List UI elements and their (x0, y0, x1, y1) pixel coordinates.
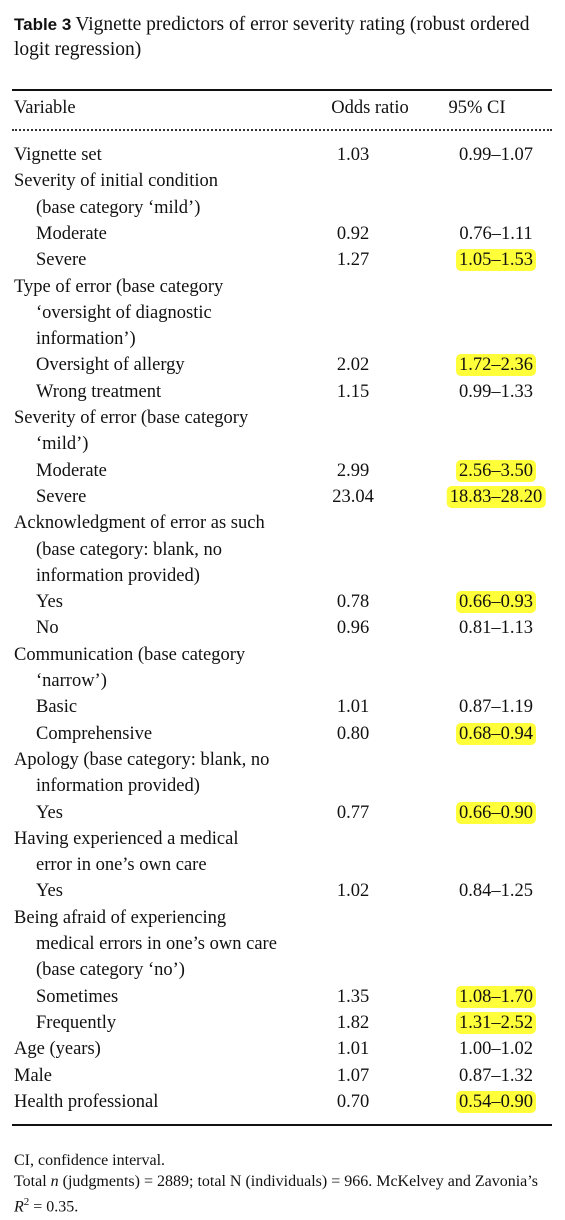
odds-ratio: 1.01 (336, 1039, 370, 1060)
footnote-text: n (50, 1173, 59, 1190)
row-label: Age (years) (14, 1039, 101, 1060)
row-label: Yes (36, 802, 63, 823)
confidence-interval: 0.84–1.25 (459, 881, 533, 902)
odds-ratio: 1.07 (336, 1065, 370, 1086)
row-label: Health professional (14, 1091, 159, 1112)
row-label: Moderate (36, 223, 107, 244)
column-header: Variable (14, 98, 76, 118)
row-label: Oversight of allergy (36, 355, 185, 376)
footnote-text: (judgments) = 2889; total N (individuals… (58, 1173, 538, 1190)
row-label: Yes (36, 881, 63, 902)
footnote-text: CI, confidence interval. (14, 1152, 166, 1169)
odds-ratio: 0.92 (336, 223, 370, 244)
row-label: Having experienced a medical (14, 828, 239, 849)
odds-ratio: 23.04 (332, 486, 374, 507)
row-label: Type of error (base category (14, 276, 224, 297)
column-header: Odds ratio (331, 98, 409, 118)
confidence-interval: 0.66–0.93 (456, 591, 536, 614)
row-label: information provided) (36, 776, 200, 797)
footnote-text: Total (14, 1173, 51, 1190)
top-rule (12, 89, 552, 91)
row-label: Male (14, 1065, 53, 1086)
row-label: (base category ‘mild’) (36, 197, 201, 218)
confidence-interval: 18.83–28.20 (446, 485, 546, 508)
row-label: Severity of initial condition (14, 171, 218, 192)
row-label: Vignette set (14, 145, 102, 165)
footnote: CI, confidence interval. (14, 1150, 554, 1171)
confidence-interval: 0.99–1.33 (459, 381, 533, 402)
footnote-text: 2 (23, 1196, 30, 1208)
row-label: Severe (36, 250, 87, 271)
row-label: ‘narrow’) (36, 671, 107, 691)
row-label: Moderate (36, 460, 107, 481)
row-label: error in one’s own care (36, 855, 207, 876)
odds-ratio: 1.27 (336, 250, 370, 271)
header-rule (12, 129, 552, 131)
row-label: Being afraid of experiencing (14, 907, 227, 928)
row-label: Frequently (36, 1012, 117, 1033)
odds-ratio: 1.03 (336, 145, 370, 165)
row-label: information provided) (36, 565, 200, 586)
row-label: Communication (base category (14, 644, 246, 665)
row-label: Sometimes (36, 986, 119, 1007)
odds-ratio: 1.02 (336, 881, 370, 902)
odds-ratio: 1.82 (336, 1012, 370, 1033)
confidence-interval: 0.76–1.11 (459, 223, 533, 244)
confidence-interval: 0.81–1.13 (459, 618, 533, 639)
row-label: Comprehensive (36, 723, 153, 744)
confidence-interval: 0.87–1.32 (459, 1065, 533, 1086)
title-text: Vignette predictors of error severity ra… (14, 14, 530, 60)
row-label: Yes (36, 592, 63, 613)
column-header: 95% CI (448, 98, 506, 118)
odds-ratio: 1.01 (336, 697, 370, 718)
row-label: Basic (36, 697, 78, 718)
row-label: information’) (36, 329, 136, 350)
row-label: medical errors in one’s own care (36, 934, 277, 954)
odds-ratio: 0.77 (336, 802, 370, 823)
confidence-interval: 2.56–3.50 (456, 459, 536, 482)
footnote-text: = 0.35. (29, 1198, 79, 1216)
odds-ratio: 0.96 (336, 618, 370, 639)
row-label: ‘mild’) (36, 434, 89, 455)
row-label: (base category ‘no’) (36, 960, 185, 981)
confidence-interval: 0.54–0.90 (456, 1090, 536, 1113)
confidence-interval: 1.05–1.53 (456, 249, 536, 272)
confidence-interval: 1.08–1.70 (456, 985, 536, 1008)
odds-ratio: 0.80 (336, 723, 370, 744)
footnote-text: R (14, 1198, 24, 1216)
row-label: Acknowledgment of error as such (14, 513, 265, 534)
table-title: Table 3 Vignette predictors of error seve… (14, 12, 559, 62)
bottom-rule (12, 1124, 552, 1126)
confidence-interval: 1.31–2.52 (456, 1011, 536, 1034)
odds-ratio: 1.35 (336, 986, 370, 1007)
row-label: (base category: blank, no (36, 539, 222, 560)
footnote: Total n (judgments) = 2889; total N (ind… (14, 1171, 554, 1217)
table-label: Table 3 (14, 15, 72, 34)
confidence-interval: 0.66–0.90 (456, 801, 536, 824)
confidence-interval: 0.99–1.07 (459, 145, 533, 165)
row-label: No (36, 618, 59, 639)
row-label: ‘oversight of diagnostic (36, 302, 212, 323)
confidence-interval: 1.72–2.36 (456, 354, 536, 377)
odds-ratio: 2.99 (336, 460, 370, 481)
row-label: Severity of error (base category (14, 408, 249, 428)
confidence-interval: 0.87–1.19 (459, 697, 533, 718)
footnotes: CI, confidence interval. Total n (judgmen… (14, 1150, 554, 1217)
row-label: Apology (base category: blank, no (14, 749, 270, 770)
odds-ratio: 0.78 (336, 592, 370, 613)
row-label: Severe (36, 486, 87, 507)
odds-ratio: 0.70 (336, 1091, 370, 1112)
confidence-interval: 0.68–0.94 (456, 722, 536, 745)
odds-ratio: 2.02 (336, 355, 370, 376)
odds-ratio: 1.15 (336, 381, 370, 402)
confidence-interval: 1.00–1.02 (459, 1039, 533, 1060)
row-label: Wrong treatment (36, 381, 162, 402)
